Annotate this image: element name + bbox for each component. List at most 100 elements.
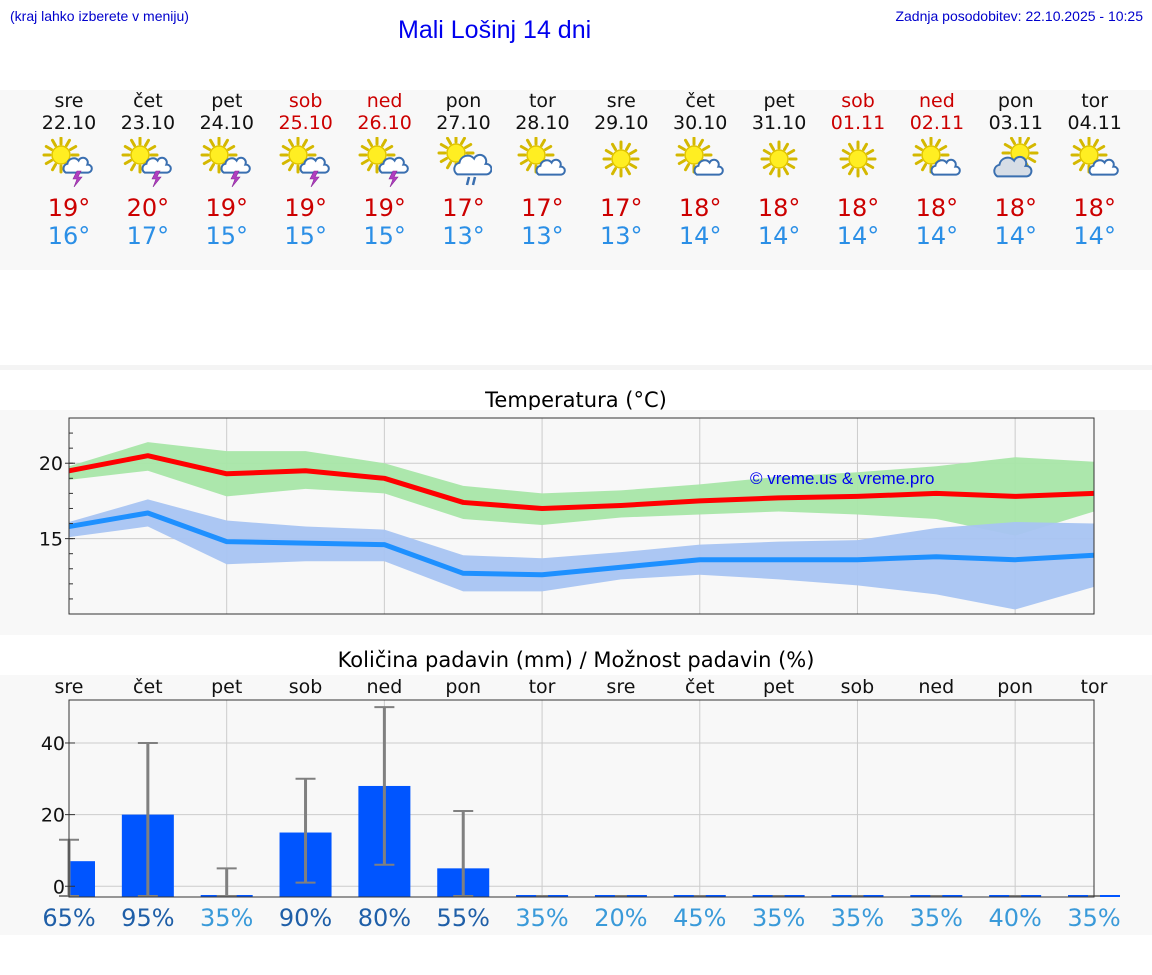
day-forecast: ned 26.10 19° 15° bbox=[345, 90, 425, 250]
x-tick-label: ned bbox=[918, 676, 955, 698]
x-tick-label: sre bbox=[54, 676, 84, 698]
y-tick-label: 20 bbox=[39, 453, 63, 475]
sun-storm-icon bbox=[200, 137, 251, 187]
sun-icon bbox=[602, 140, 640, 178]
y-tick-label: 0 bbox=[53, 876, 65, 898]
x-tick-label: tor bbox=[528, 676, 556, 698]
sun-rain-icon bbox=[437, 137, 492, 186]
temp-min: 14° bbox=[757, 222, 801, 250]
day-date: 23.10 bbox=[120, 112, 176, 134]
precip-probability: 35% bbox=[909, 904, 963, 932]
day-forecast: sre 22.10 19° 16° bbox=[29, 90, 109, 250]
temp-min: 15° bbox=[284, 222, 327, 250]
day-forecast: sob 01.11 18° 14° bbox=[818, 90, 898, 250]
y-tick-label: 40 bbox=[41, 733, 65, 755]
precipitation-chart-title: Količina padavin (mm) / Možnost padavin … bbox=[337, 648, 815, 672]
day-date: 03.11 bbox=[988, 112, 1043, 134]
day-date: 26.10 bbox=[357, 112, 412, 134]
temp-min: 16° bbox=[47, 222, 91, 250]
temp-min: 14° bbox=[1073, 222, 1116, 250]
day-date: 30.10 bbox=[672, 112, 728, 134]
temp-max: 19° bbox=[284, 194, 327, 222]
plot-area bbox=[69, 700, 1094, 897]
day-forecast: pon 27.10 17° 13° bbox=[424, 90, 504, 250]
page-title: Mali Lošinj 14 dni bbox=[398, 16, 592, 44]
range-band-max bbox=[69, 442, 1094, 536]
day-date: 31.10 bbox=[751, 112, 807, 134]
temp-min: 13° bbox=[442, 222, 485, 250]
temp-max: 18° bbox=[915, 194, 959, 222]
sun-storm-icon bbox=[358, 137, 409, 187]
x-tick-label: čet bbox=[133, 676, 163, 698]
x-tick-label: ned bbox=[366, 676, 403, 698]
day-forecast: ned 02.11 18° 14° bbox=[897, 90, 977, 250]
axes-frame bbox=[68, 699, 1095, 898]
temp-min: 14° bbox=[836, 222, 880, 250]
day-forecast: sob 25.10 19° 15° bbox=[266, 90, 346, 250]
day-date: 22.10 bbox=[41, 112, 97, 134]
series-line-min bbox=[68, 510, 1095, 578]
day-date: 25.10 bbox=[278, 112, 333, 134]
sun-cloud-icon bbox=[517, 137, 567, 176]
day-name: čet bbox=[133, 90, 163, 112]
day-name: čet bbox=[685, 90, 715, 112]
temp-max: 19° bbox=[47, 194, 91, 222]
forecast-band bbox=[0, 90, 1152, 270]
day-name: ned bbox=[366, 90, 403, 112]
temp-max: 18° bbox=[678, 194, 722, 222]
temp-min: 14° bbox=[678, 222, 722, 250]
precip-probability: 80% bbox=[357, 904, 412, 932]
day-forecast: pet 24.10 19° 15° bbox=[187, 90, 267, 250]
temp-min: 15° bbox=[363, 222, 406, 250]
day-name: pon bbox=[997, 90, 1034, 112]
day-date: 29.10 bbox=[594, 112, 649, 134]
day-forecast: sre 29.10 17° 13° bbox=[581, 90, 661, 250]
temp-min: 17° bbox=[126, 222, 170, 250]
sun-cloud-icon bbox=[912, 137, 961, 176]
x-tick-label: čet bbox=[684, 676, 715, 698]
x-tick-label: pon bbox=[997, 676, 1033, 698]
x-tick-label: sob bbox=[288, 676, 323, 698]
day-forecast: pet 31.10 18° 14° bbox=[739, 90, 819, 250]
sun-cloud-icon bbox=[1070, 137, 1119, 176]
precip-probability: 35% bbox=[751, 904, 806, 932]
precip-probability: 35% bbox=[1067, 904, 1121, 932]
precip-bar bbox=[69, 861, 95, 897]
x-tick-label: tor bbox=[1080, 676, 1108, 698]
cloud-sun-icon bbox=[993, 137, 1039, 178]
day-name: ned bbox=[918, 90, 955, 112]
temp-max: 18° bbox=[757, 194, 801, 222]
day-name: sob bbox=[841, 90, 875, 112]
day-name: sre bbox=[54, 90, 84, 112]
day-forecast: pon 03.11 18° 14° bbox=[976, 90, 1056, 250]
day-name: sre bbox=[606, 90, 636, 112]
day-date: 01.11 bbox=[830, 112, 886, 134]
precip-probability: 35% bbox=[200, 904, 254, 932]
precip-probability: 65% bbox=[42, 904, 96, 932]
temp-max: 18° bbox=[836, 194, 880, 222]
day-date: 04.11 bbox=[1067, 112, 1122, 134]
precip-probability: 20% bbox=[594, 904, 648, 932]
temp-max: 18° bbox=[994, 194, 1038, 222]
temp-min: 14° bbox=[915, 222, 959, 250]
y-tick-label: 20 bbox=[41, 805, 65, 827]
temp-max: 20° bbox=[126, 194, 170, 222]
precip-probability: 55% bbox=[436, 904, 490, 932]
y-tick-label: 15 bbox=[39, 529, 63, 551]
precip-probability: 45% bbox=[673, 904, 727, 932]
day-forecast: čet 23.10 20° 17° bbox=[108, 90, 188, 250]
daily-forecast: sre 22.10 19° 16° čet 23.10 20° 17° pet 24.10 19° 1… bbox=[0, 90, 1152, 260]
watermark: © vreme.us & vreme.pro bbox=[750, 469, 934, 488]
sun-storm-icon bbox=[42, 137, 93, 187]
sun-icon bbox=[760, 140, 798, 178]
precip-probability: 95% bbox=[121, 904, 175, 932]
precip-probability: 35% bbox=[515, 904, 569, 932]
sun-icon bbox=[839, 140, 877, 178]
day-date: 02.11 bbox=[909, 112, 965, 134]
x-tick-label: pet bbox=[763, 676, 795, 698]
temperature-chart-title: Temperatura (°C) bbox=[485, 388, 667, 412]
sun-storm-icon bbox=[121, 137, 172, 187]
last-updated: Zadnja posodobitev: 22.10.2025 - 10:25 bbox=[895, 8, 1143, 24]
axes-frame bbox=[68, 417, 1095, 615]
day-name: tor bbox=[528, 90, 556, 112]
